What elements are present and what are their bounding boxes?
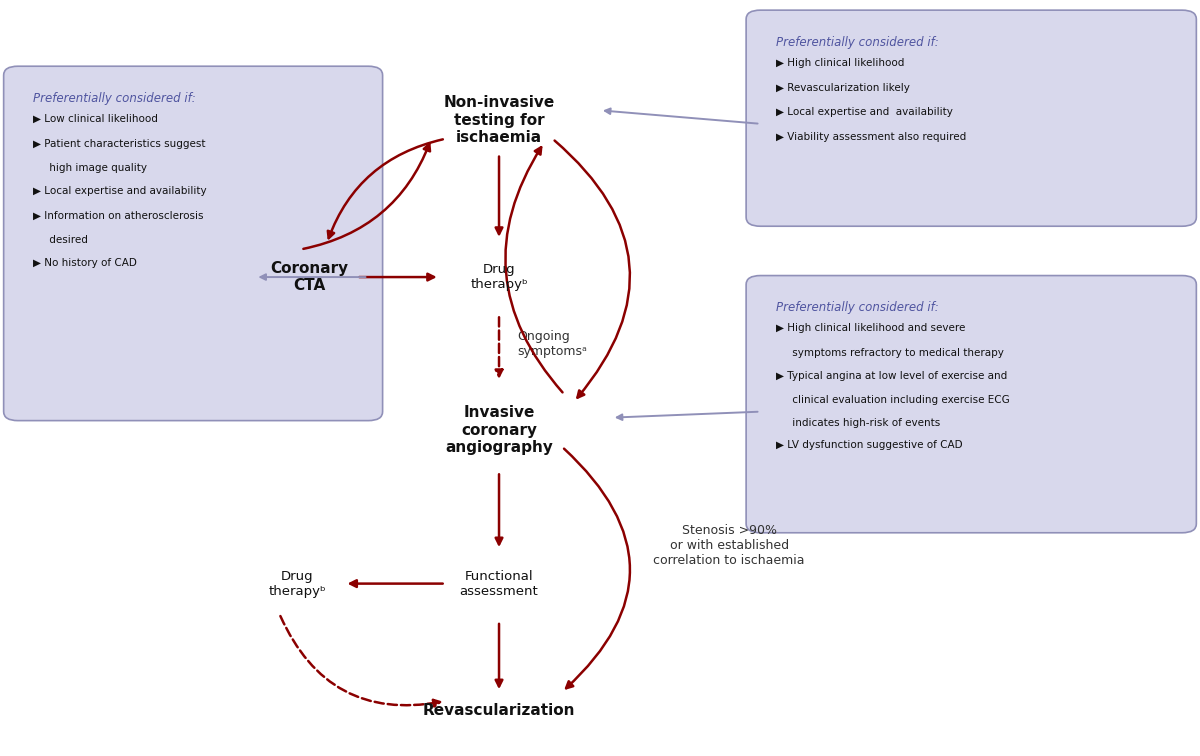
- Text: Functional
assessment: Functional assessment: [460, 569, 539, 597]
- Text: ▶ Viability assessment also required: ▶ Viability assessment also required: [776, 132, 966, 142]
- Text: Drug
therapyᵇ: Drug therapyᵇ: [268, 569, 326, 597]
- Text: ▶ No history of CAD: ▶ No history of CAD: [34, 258, 137, 268]
- Text: ▶ LV dysfunction suggestive of CAD: ▶ LV dysfunction suggestive of CAD: [776, 440, 962, 450]
- Text: ▶ Local expertise and  availability: ▶ Local expertise and availability: [776, 107, 953, 117]
- Text: ▶ Revascularization likely: ▶ Revascularization likely: [776, 82, 910, 93]
- Text: indicates high-risk of events: indicates high-risk of events: [776, 417, 940, 428]
- Text: ▶ Typical angina at low level of exercise and: ▶ Typical angina at low level of exercis…: [776, 370, 1007, 380]
- Text: symptoms refractory to medical therapy: symptoms refractory to medical therapy: [776, 348, 1003, 358]
- FancyBboxPatch shape: [746, 10, 1196, 226]
- FancyBboxPatch shape: [4, 67, 383, 420]
- FancyBboxPatch shape: [746, 276, 1196, 533]
- Text: Non-invasive
testing for
ischaemia: Non-invasive testing for ischaemia: [443, 95, 554, 145]
- Text: Coronary
CTA: Coronary CTA: [270, 261, 348, 293]
- Text: ▶ Information on atherosclerosis: ▶ Information on atherosclerosis: [34, 210, 204, 221]
- Text: desired: desired: [34, 235, 89, 245]
- Text: ▶ Low clinical likelihood: ▶ Low clinical likelihood: [34, 114, 158, 124]
- Text: Invasive
coronary
angiography: Invasive coronary angiography: [445, 405, 553, 455]
- Text: ▶ Patient characteristics suggest: ▶ Patient characteristics suggest: [34, 139, 206, 149]
- Text: Drug
therapyᵇ: Drug therapyᵇ: [470, 263, 528, 291]
- Text: Stenosis >90%
or with established
correlation to ischaemia: Stenosis >90% or with established correl…: [654, 524, 805, 567]
- Text: ▶ High clinical likelihood: ▶ High clinical likelihood: [776, 58, 904, 68]
- Text: Revascularization: Revascularization: [422, 703, 575, 718]
- Text: Preferentially considered if:: Preferentially considered if:: [776, 36, 938, 48]
- Text: Preferentially considered if:: Preferentially considered if:: [34, 91, 196, 104]
- Text: clinical evaluation including exercise ECG: clinical evaluation including exercise E…: [776, 395, 1009, 405]
- Text: ▶ Local expertise and availability: ▶ Local expertise and availability: [34, 186, 206, 196]
- Text: Preferentially considered if:: Preferentially considered if:: [776, 301, 938, 314]
- Text: high image quality: high image quality: [34, 163, 148, 173]
- Text: Ongoing
symptomsᵃ: Ongoing symptomsᵃ: [517, 330, 587, 358]
- Text: ▶ High clinical likelihood and severe: ▶ High clinical likelihood and severe: [776, 324, 965, 333]
